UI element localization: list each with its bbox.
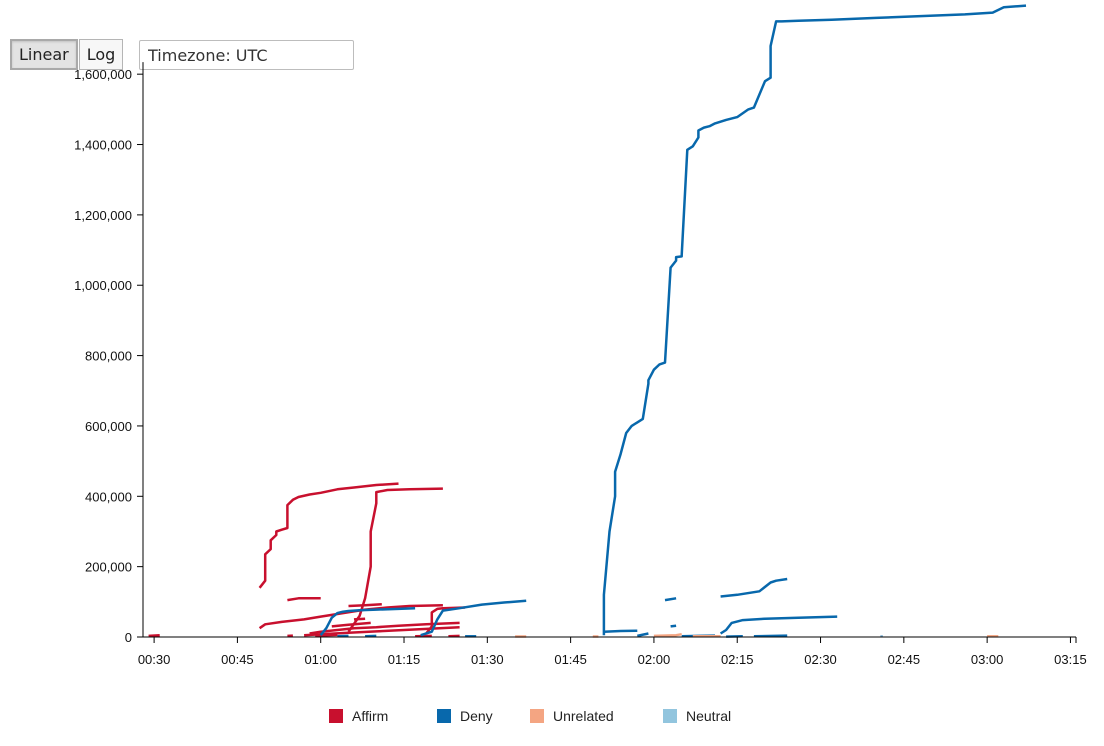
series-line-deny[interactable] [602, 4, 1027, 636]
x-tick-label: 02:45 [888, 652, 921, 667]
y-tick-label: 1,000,000 [74, 278, 132, 293]
x-tick-label: 01:45 [554, 652, 587, 667]
x-tick-label: 02:15 [721, 652, 754, 667]
legend-swatch-affirm [329, 709, 343, 723]
timezone-input[interactable] [139, 40, 354, 70]
x-tick-label: 00:30 [138, 652, 171, 667]
series-line-unrelated[interactable] [653, 632, 682, 638]
y-tick-label: 0 [125, 630, 132, 645]
series-line-deny[interactable] [603, 629, 638, 633]
series-line-deny[interactable] [753, 634, 788, 638]
x-tick-label: 03:00 [971, 652, 1004, 667]
x-tick-label: 03:15 [1054, 652, 1087, 667]
series-line-deny[interactable] [420, 599, 527, 637]
legend-item-unrelated[interactable]: Unrelated [530, 708, 614, 724]
y-tick-label: 1,600,000 [74, 67, 132, 82]
x-tick-label: 00:45 [221, 652, 254, 667]
series-line-affirm[interactable] [331, 621, 371, 628]
series-line-affirm[interactable] [258, 482, 399, 589]
series-line-deny[interactable] [670, 624, 677, 628]
series-line-affirm[interactable] [287, 597, 321, 602]
x-tick-label: 01:15 [388, 652, 421, 667]
series-line-affirm[interactable] [348, 603, 382, 608]
x-axis: 00:30 00:45 01:00 01:15 01:30 01:45 02:00 02:15… [138, 636, 1087, 667]
log-scale-button[interactable]: Log [78, 39, 124, 70]
scale-toggle-group: Linear Log [10, 39, 124, 70]
x-tick-label: 02:30 [804, 652, 837, 667]
series-line-affirm[interactable] [347, 487, 443, 633]
series-line-affirm[interactable] [148, 633, 160, 638]
legend-item-deny[interactable]: Deny [437, 708, 493, 724]
x-tick-label: 01:30 [471, 652, 504, 667]
y-tick-label: 1,400,000 [74, 138, 132, 153]
series-line-affirm[interactable] [315, 633, 338, 637]
series-line-deny[interactable] [719, 615, 838, 635]
legend-swatch-deny [437, 709, 451, 723]
series-line-deny[interactable] [720, 577, 788, 598]
legend-label-neutral: Neutral [686, 708, 732, 724]
legend-label-unrelated: Unrelated [553, 708, 614, 724]
x-tick-label: 01:00 [304, 652, 337, 667]
series-line-affirm[interactable] [258, 604, 443, 630]
legend-swatch-unrelated [530, 709, 544, 723]
series-line-affirm[interactable] [353, 617, 366, 621]
y-axis: 0 200,000 400,000 600,000 800,000 1,000,000 1,… [74, 62, 144, 645]
series-lines [148, 4, 1027, 638]
legend-item-neutral[interactable]: Neutral [663, 708, 731, 724]
series-deny [319, 4, 1027, 638]
y-tick-label: 800,000 [85, 349, 132, 364]
linear-scale-button[interactable]: Linear [10, 39, 78, 70]
legend-swatch-neutral [663, 709, 677, 723]
series-line-deny[interactable] [664, 597, 677, 602]
y-tick-label: 600,000 [85, 419, 132, 434]
y-tick-label: 200,000 [85, 560, 132, 575]
series-line-affirm[interactable] [425, 606, 466, 635]
series-line-deny[interactable] [637, 632, 649, 638]
series-line-deny[interactable] [319, 606, 416, 636]
y-tick-label: 400,000 [85, 489, 132, 504]
x-tick-label: 02:00 [638, 652, 671, 667]
legend-item-affirm[interactable]: Affirm [329, 708, 388, 724]
y-tick-label: 1,200,000 [74, 208, 132, 223]
series-affirm [148, 482, 466, 638]
legend-label-deny: Deny [460, 708, 493, 724]
legend-label-affirm: Affirm [352, 708, 389, 724]
